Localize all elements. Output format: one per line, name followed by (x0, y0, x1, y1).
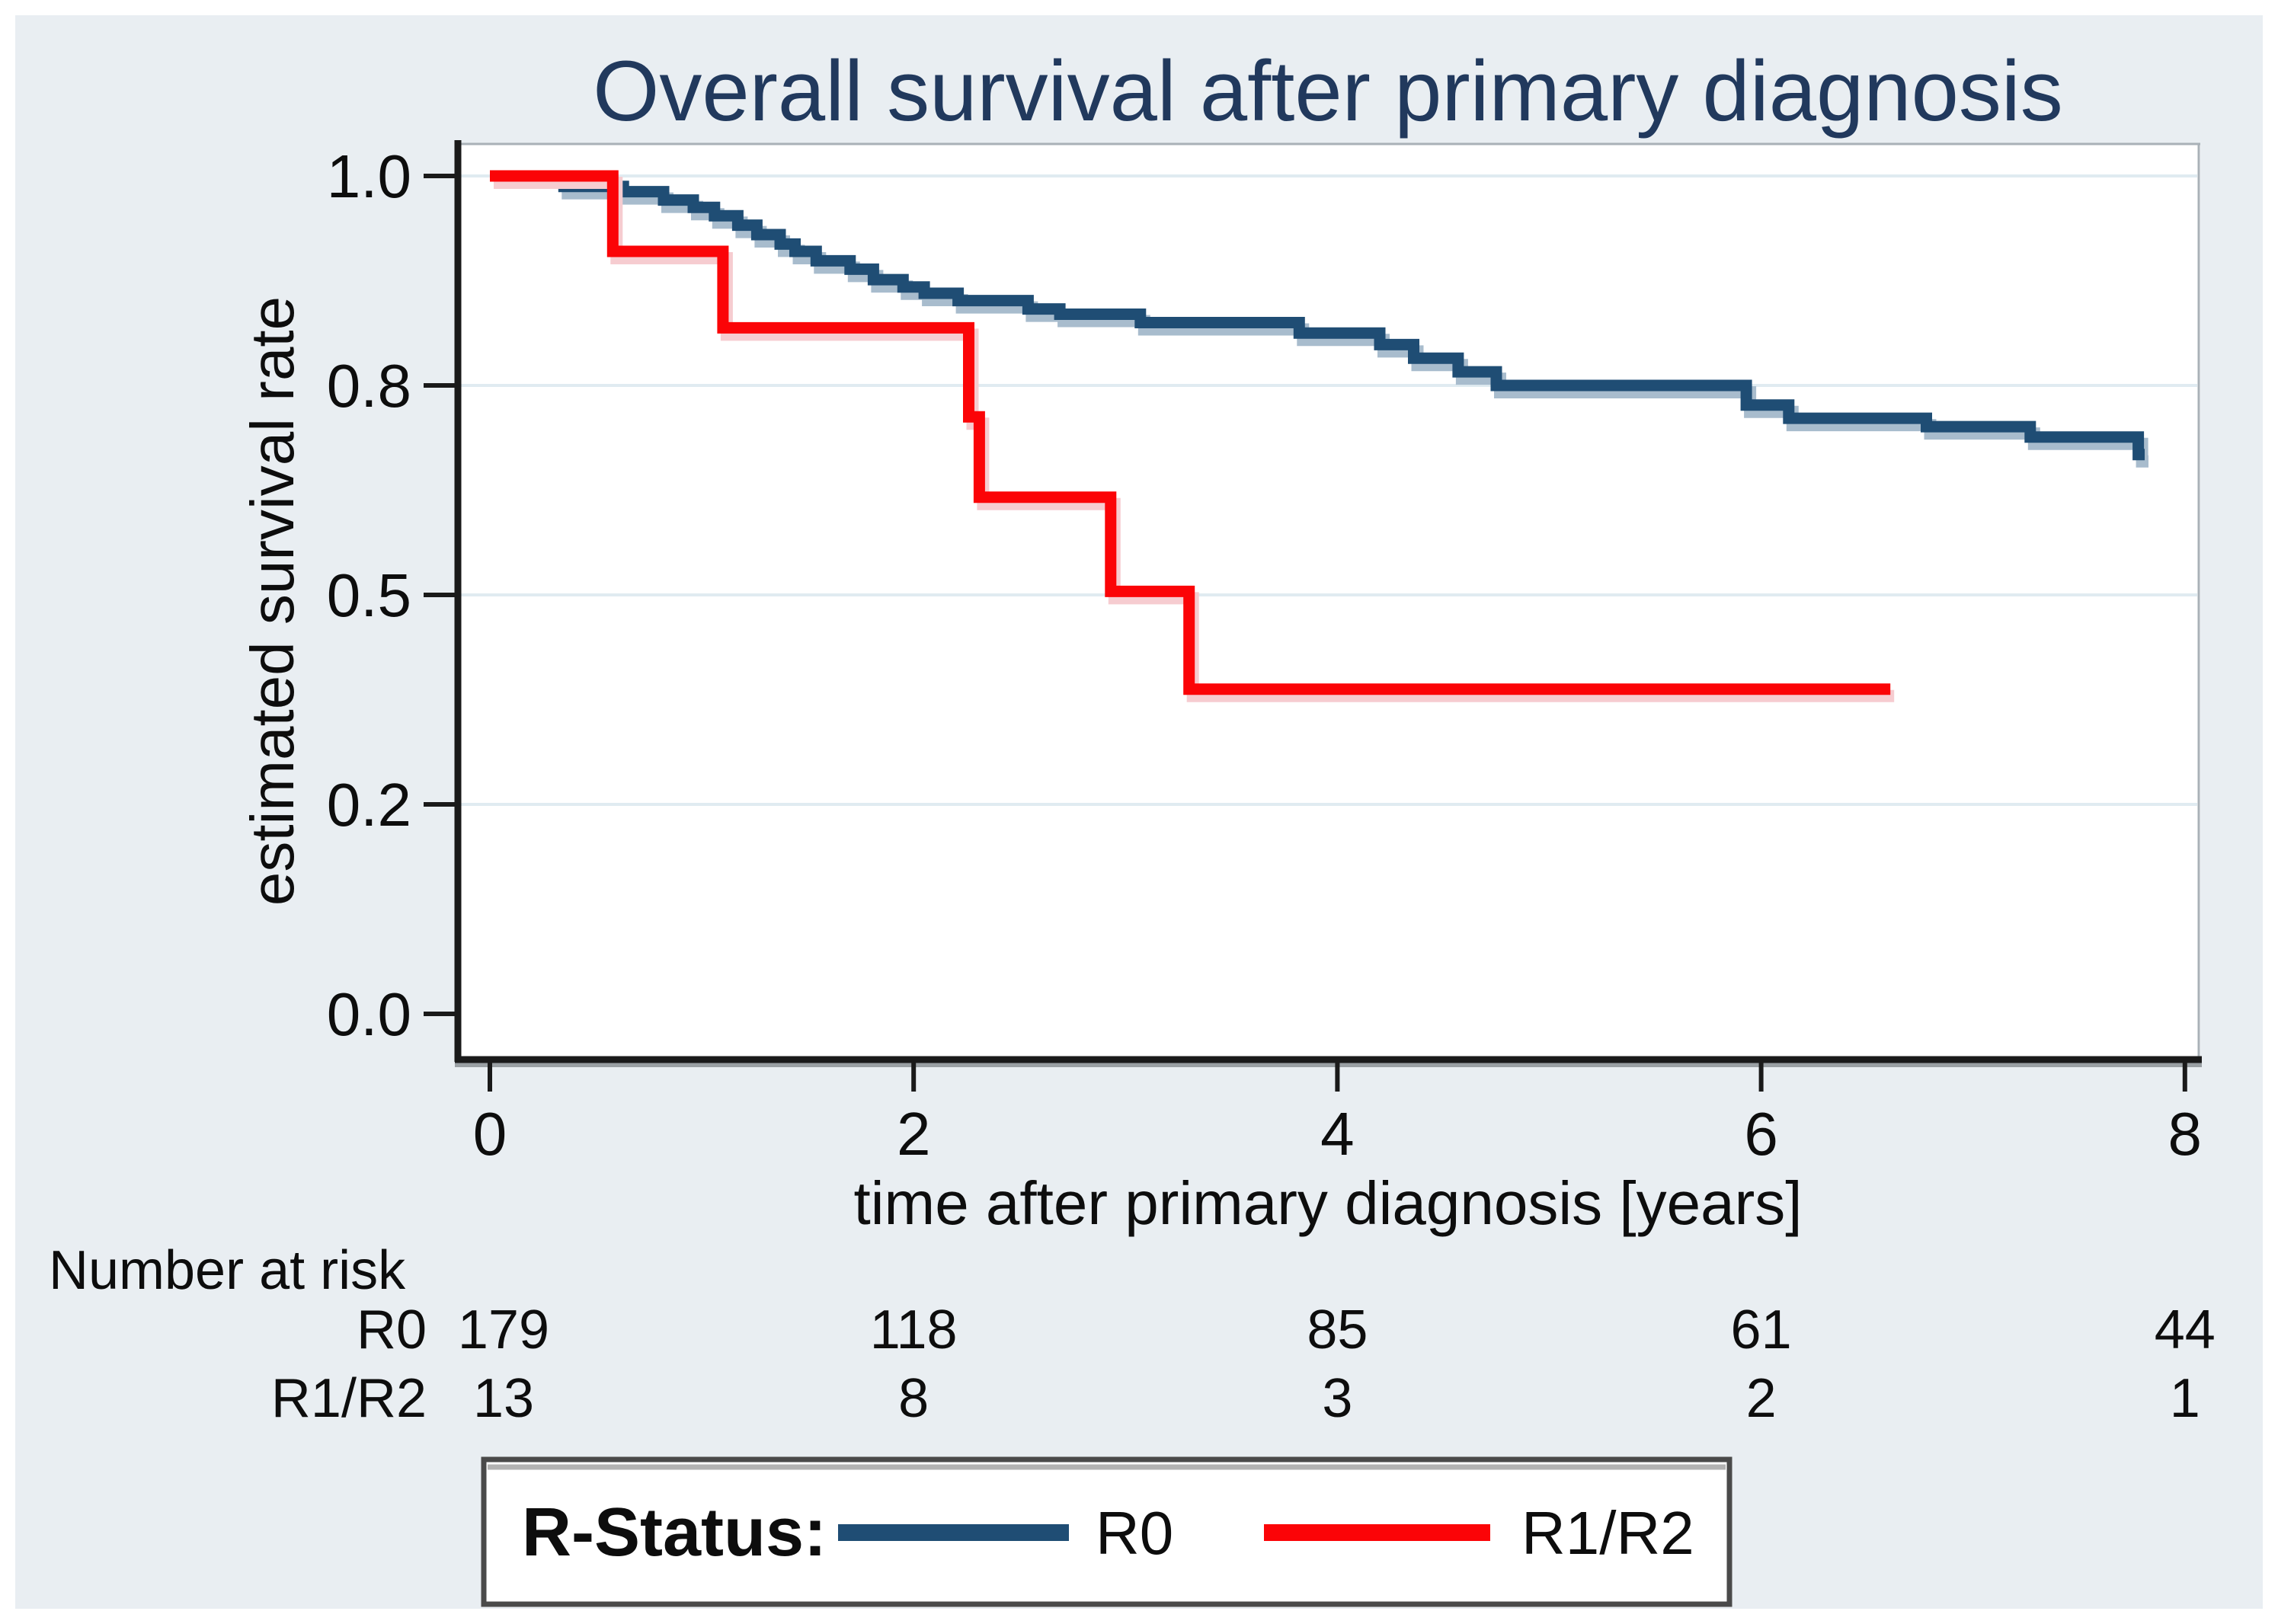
risk-count: 61 (1731, 1300, 1792, 1360)
y-axis-title: estimated survival rate (238, 296, 306, 906)
x-tick-label: 0 (473, 1100, 507, 1168)
legend-entries: R0 R1/R2 (838, 1499, 1694, 1567)
x-tick-labels: 0 2 4 6 8 (473, 1100, 2202, 1168)
x-axis-title: time after primary diagnosis [years] (854, 1169, 1803, 1237)
legend-frame (481, 1456, 1732, 1607)
curve-r0 (490, 170, 2145, 461)
risk-count: 2 (1746, 1368, 1777, 1429)
risk-count: 179 (458, 1300, 549, 1360)
legend-entry: R1/R2 (1264, 1499, 1694, 1567)
risk-row: R1/R2 13 8 3 2 1 (271, 1368, 2200, 1429)
number-at-risk-heading: Number at risk (49, 1240, 406, 1301)
plot-area (456, 143, 2200, 1059)
risk-count: 3 (1322, 1368, 1352, 1429)
y-tick-label: 0.5 (327, 561, 411, 629)
legend-entry-label: R0 (1096, 1499, 1173, 1567)
risk-count: 1 (2170, 1368, 2200, 1429)
legend-entry: R0 (838, 1499, 1173, 1567)
risk-count: 44 (2155, 1300, 2216, 1360)
risk-row-label: R1/R2 (271, 1368, 427, 1429)
x-tick-label: 8 (2168, 1100, 2203, 1168)
chart-title: Overall survival after primary diagnosis (593, 43, 2063, 139)
x-ticks (488, 1061, 2187, 1092)
y-tick-label: 0.8 (327, 352, 411, 420)
y-tick-labels: 1.0 0.8 0.5 0.2 0.0 (327, 142, 411, 1048)
y-tick-label: 0.0 (327, 980, 411, 1048)
legend-box: R-Status: R0 R1/R2 (481, 1456, 1732, 1607)
risk-row-label: R0 (357, 1300, 427, 1360)
x-tick-label: 4 (1320, 1100, 1355, 1168)
legend-title: R-Status: (522, 1495, 827, 1571)
number-at-risk-rows: R0 179 118 85 61 44 R1/R2 13 8 3 2 1 (271, 1300, 2216, 1429)
risk-count: 118 (870, 1300, 958, 1360)
x-tick-label: 6 (1744, 1100, 1778, 1168)
risk-count: 13 (473, 1368, 534, 1429)
curve-r1r2 (490, 170, 1891, 695)
gridlines (459, 174, 2197, 806)
legend-entry-label: R1/R2 (1521, 1499, 1694, 1567)
x-tick-label: 2 (897, 1100, 931, 1168)
risk-row: R0 179 118 85 61 44 (357, 1300, 2216, 1360)
survival-curves (490, 170, 2148, 702)
y-ticks (424, 174, 456, 1016)
risk-count: 85 (1307, 1300, 1368, 1360)
y-tick-label: 0.2 (327, 771, 411, 839)
y-tick-label: 1.0 (327, 142, 411, 210)
risk-count: 8 (898, 1368, 929, 1429)
